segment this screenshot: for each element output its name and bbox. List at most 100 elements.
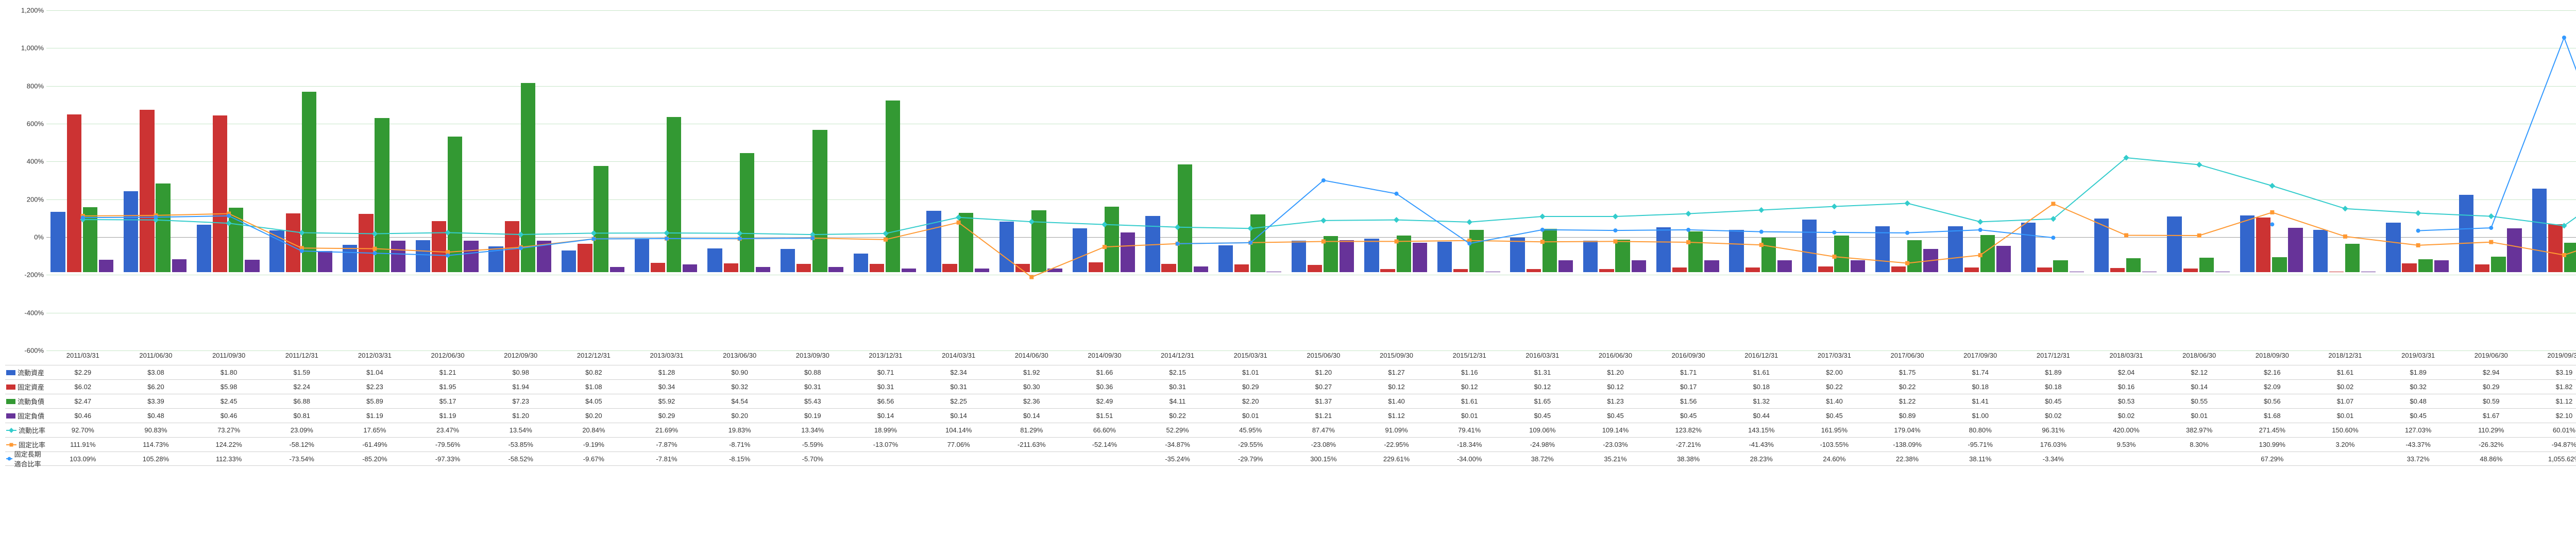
table-cell: $6.88 xyxy=(293,394,310,408)
table-cell: $0.02 xyxy=(2337,380,2354,394)
table-cell: -85.20% xyxy=(362,452,387,465)
table-cell: 80.80% xyxy=(1969,423,1992,437)
table-cell: $1.21 xyxy=(1315,409,1332,423)
table-cell: $1.37 xyxy=(1315,394,1332,408)
table-cell: $1.80 xyxy=(221,365,238,379)
table-cell: $1.74 xyxy=(1972,365,1989,379)
table-cell: $1.68 xyxy=(2264,409,2281,423)
table-cell: $1.08 xyxy=(585,380,602,394)
marker xyxy=(1832,255,1836,259)
marker xyxy=(372,231,378,237)
table-cell: $0.12 xyxy=(1534,380,1551,394)
table-cell: $4.54 xyxy=(731,394,748,408)
table-cell: $0.31 xyxy=(804,380,821,394)
table-cell: -23.08% xyxy=(1311,438,1336,451)
table-cell: -23.03% xyxy=(1603,438,1628,451)
marker xyxy=(956,214,961,220)
table-cell: 109.06% xyxy=(1529,423,1555,437)
table-row: 流動資産流動資産$2.29$3.08$1.80$1.59$1.04$1.21$0… xyxy=(5,365,2576,379)
table-cell: $0.18 xyxy=(2045,380,2062,394)
table-cell: 143.15% xyxy=(1748,423,1774,437)
table-cell: $1.56 xyxy=(1680,394,1697,408)
table-row: 流動負債流動負債$2.47$3.39$2.45$6.88$5.89$5.17$7… xyxy=(5,394,2576,408)
axis-left-tick: 800% xyxy=(13,82,44,90)
table-cell: -27.21% xyxy=(1676,438,1701,451)
table-cell: 13.54% xyxy=(510,423,532,437)
axis-left-pct: -600%-400%-200%0%200%400%600%800%1,000%1… xyxy=(13,10,44,350)
marker xyxy=(1978,228,1982,232)
marker xyxy=(591,230,597,236)
date-cell: 2012/09/30 xyxy=(504,352,537,359)
marker xyxy=(1395,239,1399,243)
table-cell: $1.61 xyxy=(1753,365,1770,379)
table-cell: 73.27% xyxy=(217,423,240,437)
table-row: 流動比率流動比率92.70%90.83%73.27%23.09%17.65%23… xyxy=(5,423,2576,437)
marker xyxy=(664,230,669,236)
date-cell: 2012/03/31 xyxy=(358,352,392,359)
table-cell: -8.15% xyxy=(729,452,750,465)
table-cell: $1.16 xyxy=(1461,365,1478,379)
table-cell: -9.67% xyxy=(583,452,604,465)
table-cell: $6.02 xyxy=(75,380,92,394)
table-cell: $3.19 xyxy=(2556,365,2573,379)
swatch-line-icon xyxy=(6,458,12,459)
table-cell: $0.01 xyxy=(1461,409,1478,423)
marker xyxy=(446,254,450,258)
table-cell: $0.45 xyxy=(1680,409,1697,423)
marker xyxy=(1248,225,1253,231)
table-cell: $0.71 xyxy=(877,365,894,379)
table-cell: $1.89 xyxy=(2045,365,2062,379)
marker xyxy=(1321,178,1326,182)
table-cell: $0.32 xyxy=(731,380,748,394)
table-cell: -34.87% xyxy=(1165,438,1190,451)
table-cell: 19.83% xyxy=(728,423,751,437)
table-cell: $0.12 xyxy=(1388,380,1405,394)
row-label-left: 固定長期適合比率 xyxy=(5,452,45,465)
table-cell: -43.37% xyxy=(2405,438,2430,451)
table-cell: $4.11 xyxy=(1170,394,1186,408)
table-cell: $1.00 xyxy=(1972,409,1989,423)
table-cell: $1.12 xyxy=(1388,409,1405,423)
table-cell: $1.59 xyxy=(293,365,310,379)
table-cell: -73.54% xyxy=(290,452,314,465)
marker xyxy=(1175,224,1180,230)
date-cell: 2016/03/31 xyxy=(1526,352,1559,359)
date-row: 2011/03/312011/06/302011/09/302011/12/31… xyxy=(46,350,2576,364)
marker xyxy=(2416,229,2420,233)
table-cell: $1.51 xyxy=(1096,409,1113,423)
table-cell: -211.63% xyxy=(1018,438,1046,451)
table-cell: 150.60% xyxy=(2332,423,2358,437)
date-cell: 2017/12/31 xyxy=(2037,352,2070,359)
date-cell: 2018/09/30 xyxy=(2256,352,2289,359)
table-cell: 87.47% xyxy=(1312,423,1335,437)
table-cell: $1.67 xyxy=(2483,409,2500,423)
table-cell: $0.45 xyxy=(1607,409,1624,423)
table-cell: $0.45 xyxy=(2045,394,2062,408)
marker xyxy=(884,238,888,242)
table-cell: $1.75 xyxy=(1899,365,1916,379)
marker xyxy=(1320,218,1326,223)
marker xyxy=(1394,217,1399,223)
date-cell: 2017/03/31 xyxy=(1818,352,1851,359)
table-cell: $3.08 xyxy=(147,365,164,379)
table-cell: $1.95 xyxy=(439,380,456,394)
table-cell: -52.14% xyxy=(1092,438,1117,451)
table-cell: $1.20 xyxy=(1315,365,1332,379)
table-cell: $0.01 xyxy=(1242,409,1259,423)
marker xyxy=(445,230,450,236)
table-cell: $1.61 xyxy=(2337,365,2354,379)
table-cell: 38.38% xyxy=(1677,452,1700,465)
date-cell: 2014/06/30 xyxy=(1015,352,1048,359)
marker xyxy=(2269,183,2275,189)
marker xyxy=(2416,243,2420,247)
table-cell: 3.20% xyxy=(2336,438,2355,451)
table-cell: 176.03% xyxy=(2040,438,2066,451)
marker xyxy=(1539,213,1545,219)
axis-left-tick: 600% xyxy=(13,120,44,128)
marker xyxy=(2196,162,2202,168)
table-cell: $0.59 xyxy=(2483,394,2500,408)
marker xyxy=(1613,213,1618,219)
table-cell: -5.70% xyxy=(802,452,823,465)
marker xyxy=(1978,253,1982,257)
marker xyxy=(1904,200,1910,206)
